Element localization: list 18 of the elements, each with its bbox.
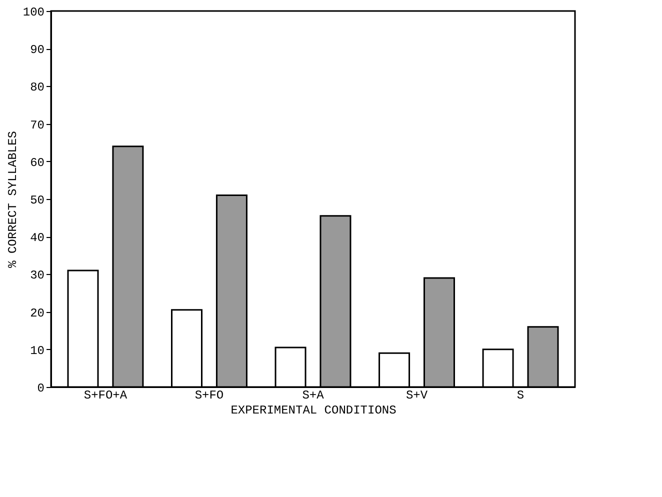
y-tick-label: 60 xyxy=(30,156,44,170)
x-tick-label: S+FO+A xyxy=(84,388,128,402)
y-tick-label: 20 xyxy=(30,306,44,320)
y-tick-label: 0 xyxy=(37,382,44,396)
x-tick-label: S xyxy=(516,388,524,402)
x-tick-label: S+V xyxy=(406,388,428,402)
x-axis-title: EXPERIMENTAL CONDITIONS xyxy=(230,404,396,418)
y-tick-label: 80 xyxy=(30,80,44,95)
y-axis-title: % CORRECT SYLLABLES xyxy=(6,131,20,268)
y-tick-label: 70 xyxy=(30,118,44,132)
y-tick-label: 90 xyxy=(30,43,44,58)
y-tick-label: 30 xyxy=(30,268,44,283)
y-tick-label: 50 xyxy=(30,194,44,208)
y-tick-label: 100 xyxy=(22,6,44,20)
x-tick-label: S+A xyxy=(302,388,325,402)
y-tick-label: 10 xyxy=(30,344,44,358)
x-tick-label: S+FO xyxy=(194,388,224,402)
y-tick-label: 40 xyxy=(30,231,44,246)
